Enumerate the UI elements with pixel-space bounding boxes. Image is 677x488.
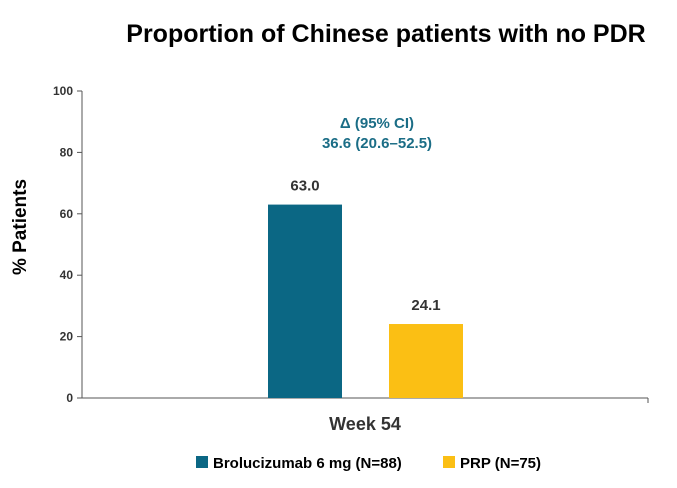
legend: Brolucizumab 6 mg (N=88) PRP (N=75) [196,455,541,472]
data-label: 63.0 [290,178,319,195]
data-label: 24.1 [411,297,440,314]
axes: 0 20 40 60 80 100 Week 54 [53,84,649,434]
legend-label: Brolucizumab 6 mg (N=88) [213,455,402,472]
legend-swatch [196,456,208,468]
annotation-delta: Δ (95% CI) [340,115,414,132]
legend-swatch [443,456,455,468]
x-tick-label: Week 54 [329,414,401,434]
y-tick-label: 0 [66,391,73,405]
legend-label: PRP (N=75) [460,455,541,472]
y-tick-label: 80 [60,145,74,159]
bar [268,204,342,398]
y-tick-label: 60 [60,207,74,221]
y-axis-label: % Patients [10,179,31,275]
bar [389,324,463,398]
annotation-ci: 36.6 (20.6–52.5) [322,135,432,152]
y-tick-label: 100 [53,84,73,98]
data-labels: 63.0 24.1 [290,178,440,314]
chart-title: Proportion of Chinese patients with no P… [126,20,645,48]
y-tick-label: 40 [60,268,74,282]
y-tick-label: 20 [60,330,74,344]
bars [268,204,463,398]
annotation: Δ (95% CI) 36.6 (20.6–52.5) [322,115,432,152]
